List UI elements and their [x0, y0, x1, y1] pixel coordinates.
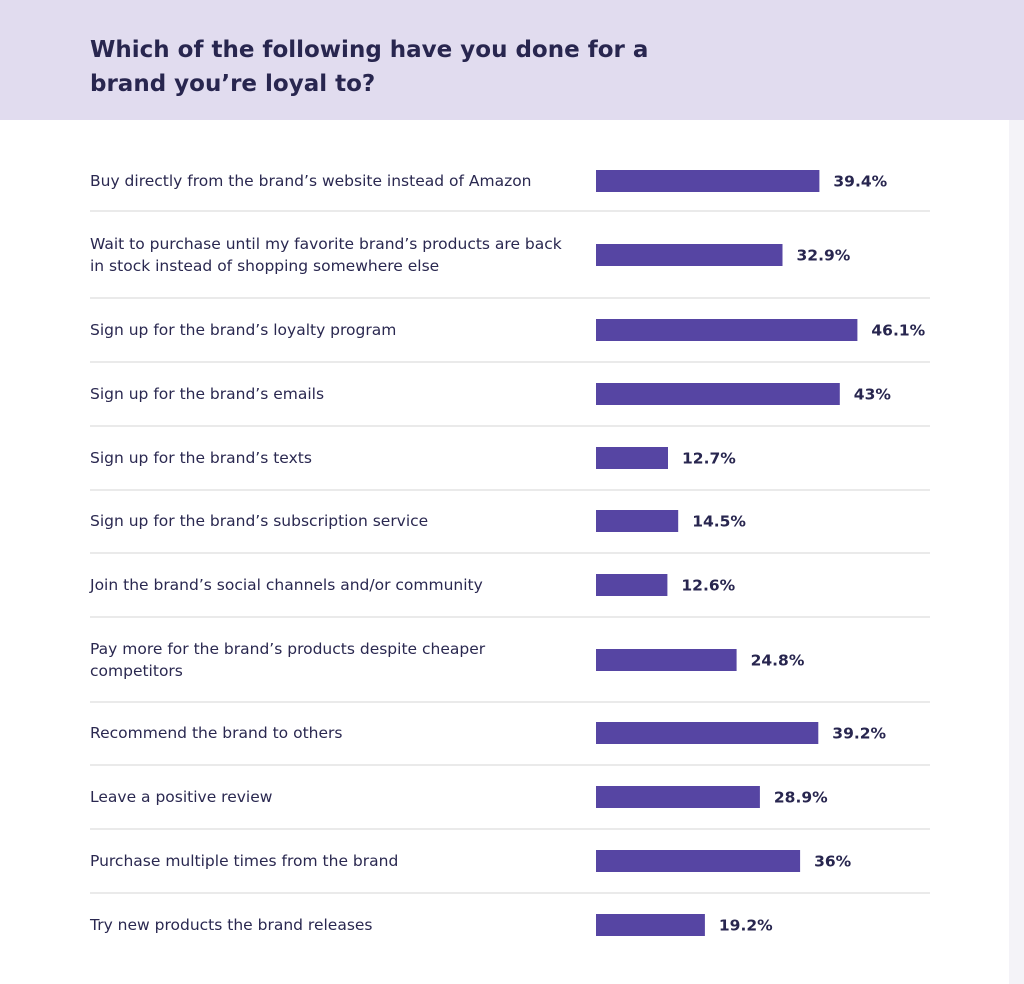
category-label: Sign up for the brand’s texts [90, 449, 312, 467]
category-label: Sign up for the brand’s emails [90, 385, 325, 403]
value-label: 39.2% [832, 725, 886, 743]
value-label: 19.2% [719, 917, 773, 935]
bar [596, 786, 760, 808]
value-label: 32.9% [797, 247, 851, 265]
bar [596, 574, 668, 596]
bar [596, 170, 820, 192]
category-label: Buy directly from the brand’s website in… [90, 172, 532, 190]
category-label: Pay more for the brand’s products despit… [90, 640, 486, 680]
value-label: 24.8% [751, 652, 805, 670]
category-label: Sign up for the brand’s loyalty program [90, 321, 397, 339]
value-label: 46.1% [871, 322, 925, 340]
header-band: Which of the following have you done for… [0, 0, 1024, 120]
category-label: Recommend the brand to others [90, 724, 343, 742]
category-label: Wait to purchase until my favorite brand… [90, 235, 562, 275]
value-label: 43% [854, 386, 892, 404]
bar [596, 383, 840, 405]
bar [596, 649, 737, 671]
category-label: Join the brand’s social channels and/or … [90, 576, 483, 594]
value-label: 12.6% [681, 577, 735, 595]
category-label: Sign up for the brand’s subscription ser… [90, 512, 429, 530]
bar [596, 447, 668, 469]
value-label: 28.9% [774, 789, 828, 807]
bar [596, 319, 858, 341]
bar [596, 914, 705, 936]
chart-title: Which of the following have you done for… [90, 37, 649, 97]
value-label: 36% [814, 853, 852, 871]
value-label: 39.4% [833, 173, 887, 191]
category-label: Try new products the brand releases [90, 916, 373, 934]
bar [596, 244, 783, 266]
category-label: Leave a positive review [90, 788, 273, 806]
bar [596, 850, 801, 872]
category-label: Purchase multiple times from the brand [90, 852, 399, 870]
panel-edge [1009, 120, 1024, 984]
bar [596, 510, 679, 532]
chart-panel [0, 120, 1024, 984]
value-label: 12.7% [682, 450, 736, 468]
bar [596, 722, 819, 744]
value-label: 14.5% [692, 513, 746, 531]
